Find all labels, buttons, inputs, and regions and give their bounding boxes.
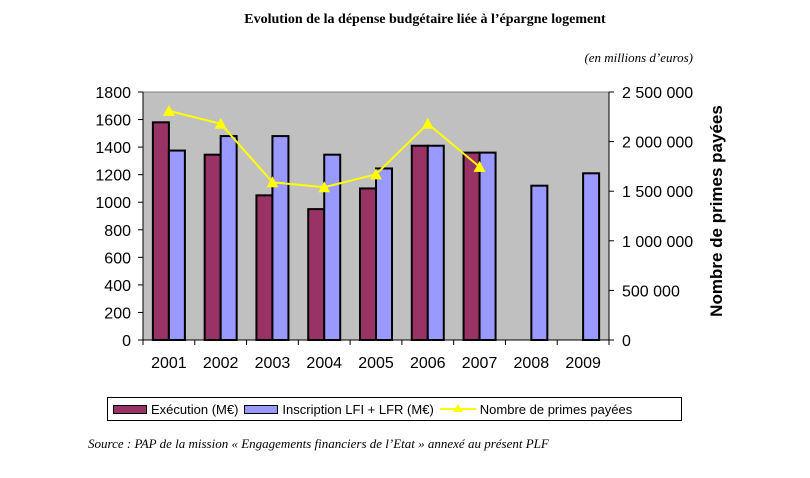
legend-item-execution: Exécution (M€)	[113, 402, 238, 417]
bar-execution-2005	[359, 187, 377, 341]
y-tick-label-left: 1600	[95, 113, 131, 130]
x-tick-label: 2002	[203, 355, 239, 372]
y-tick-label-left: 1000	[95, 195, 131, 212]
legend-item-inscription: Inscription LFI + LFR (M€)	[244, 401, 434, 417]
y-tick-label-right: 1 500 000	[622, 184, 693, 201]
y-tick-label-left: 800	[104, 223, 131, 240]
y2-axis-title: Nombre de primes payées	[707, 105, 726, 317]
y-tick-label-right: 0	[622, 333, 631, 350]
legend-item-primes: Nombre de primes payées	[439, 401, 633, 417]
bar-execution-2007	[462, 151, 481, 341]
x-tick-label: 2003	[255, 355, 291, 372]
marker-primes-2003	[266, 176, 279, 188]
bar-execution-2001	[151, 121, 170, 341]
marker-primes-2005	[370, 168, 382, 180]
x-tick-label: 2006	[410, 355, 446, 372]
y-tick-label-right: 1 000 000	[622, 234, 693, 251]
legend-label-execution: Exécution (M€)	[151, 401, 239, 417]
bar-execution-2002	[203, 153, 222, 341]
y-tick-label-left: 0	[122, 333, 131, 350]
y-tick-label-left: 400	[104, 278, 131, 295]
bar-execution-2004	[307, 208, 326, 341]
x-tick-label: 2004	[306, 355, 342, 372]
bar-inscription-2004	[323, 153, 342, 341]
bar-inscription-2006	[426, 144, 445, 341]
legend-label-inscription: Inscription LFI + LFR (M€)	[282, 401, 434, 417]
legend-label-primes: Nombre de primes payées	[479, 401, 633, 417]
y-tick-label-left: 1800	[95, 85, 131, 102]
bar-execution-2003	[255, 194, 274, 341]
x-tick-label: 2009	[565, 355, 601, 372]
marker-primes-2002	[214, 117, 227, 129]
x-tick-label: 2007	[462, 355, 498, 372]
y-tick-label-left: 1200	[95, 168, 131, 185]
legend-swatch-execution	[113, 404, 147, 414]
x-tick-label: 2005	[358, 355, 394, 372]
bar-inscription-2002	[219, 135, 238, 341]
marker-primes-2007	[473, 160, 486, 172]
x-tick-label: 2001	[151, 355, 187, 372]
y-tick-label-right: 500 000	[622, 283, 680, 300]
chart-title: Evolution de la dépense budgétaire liée …	[244, 12, 606, 27]
y-tick-label-left: 200	[104, 305, 131, 322]
bar-inscription-2003	[271, 135, 290, 341]
unit-note: (en millions d’euros)	[584, 50, 693, 65]
bar-inscription-2009	[582, 172, 601, 341]
y-tick-label-left: 1400	[95, 140, 131, 157]
bar-inscription-2007	[478, 151, 497, 341]
legend-swatch-primes	[439, 403, 476, 415]
y-tick-label-left: 600	[104, 250, 131, 267]
marker-primes-2006	[421, 117, 434, 129]
legend-swatch-inscription	[244, 404, 279, 414]
marker-primes-2001	[162, 104, 175, 116]
legend: Exécution (M€) Inscription LFI + LFR (M€…	[107, 397, 682, 421]
marker-primes-2004	[318, 181, 331, 193]
y-tick-label-right: 2 000 000	[622, 135, 693, 152]
bar-inscription-2001	[167, 149, 186, 341]
bar-inscription-2008	[530, 184, 549, 341]
bar-execution-2006	[410, 144, 429, 341]
x-tick-label: 2008	[514, 355, 550, 372]
bar-inscription-2005	[375, 167, 393, 341]
y-tick-label-right: 2 500 000	[622, 85, 693, 102]
source-note: Source : PAP de la mission « Engagements…	[88, 436, 549, 451]
